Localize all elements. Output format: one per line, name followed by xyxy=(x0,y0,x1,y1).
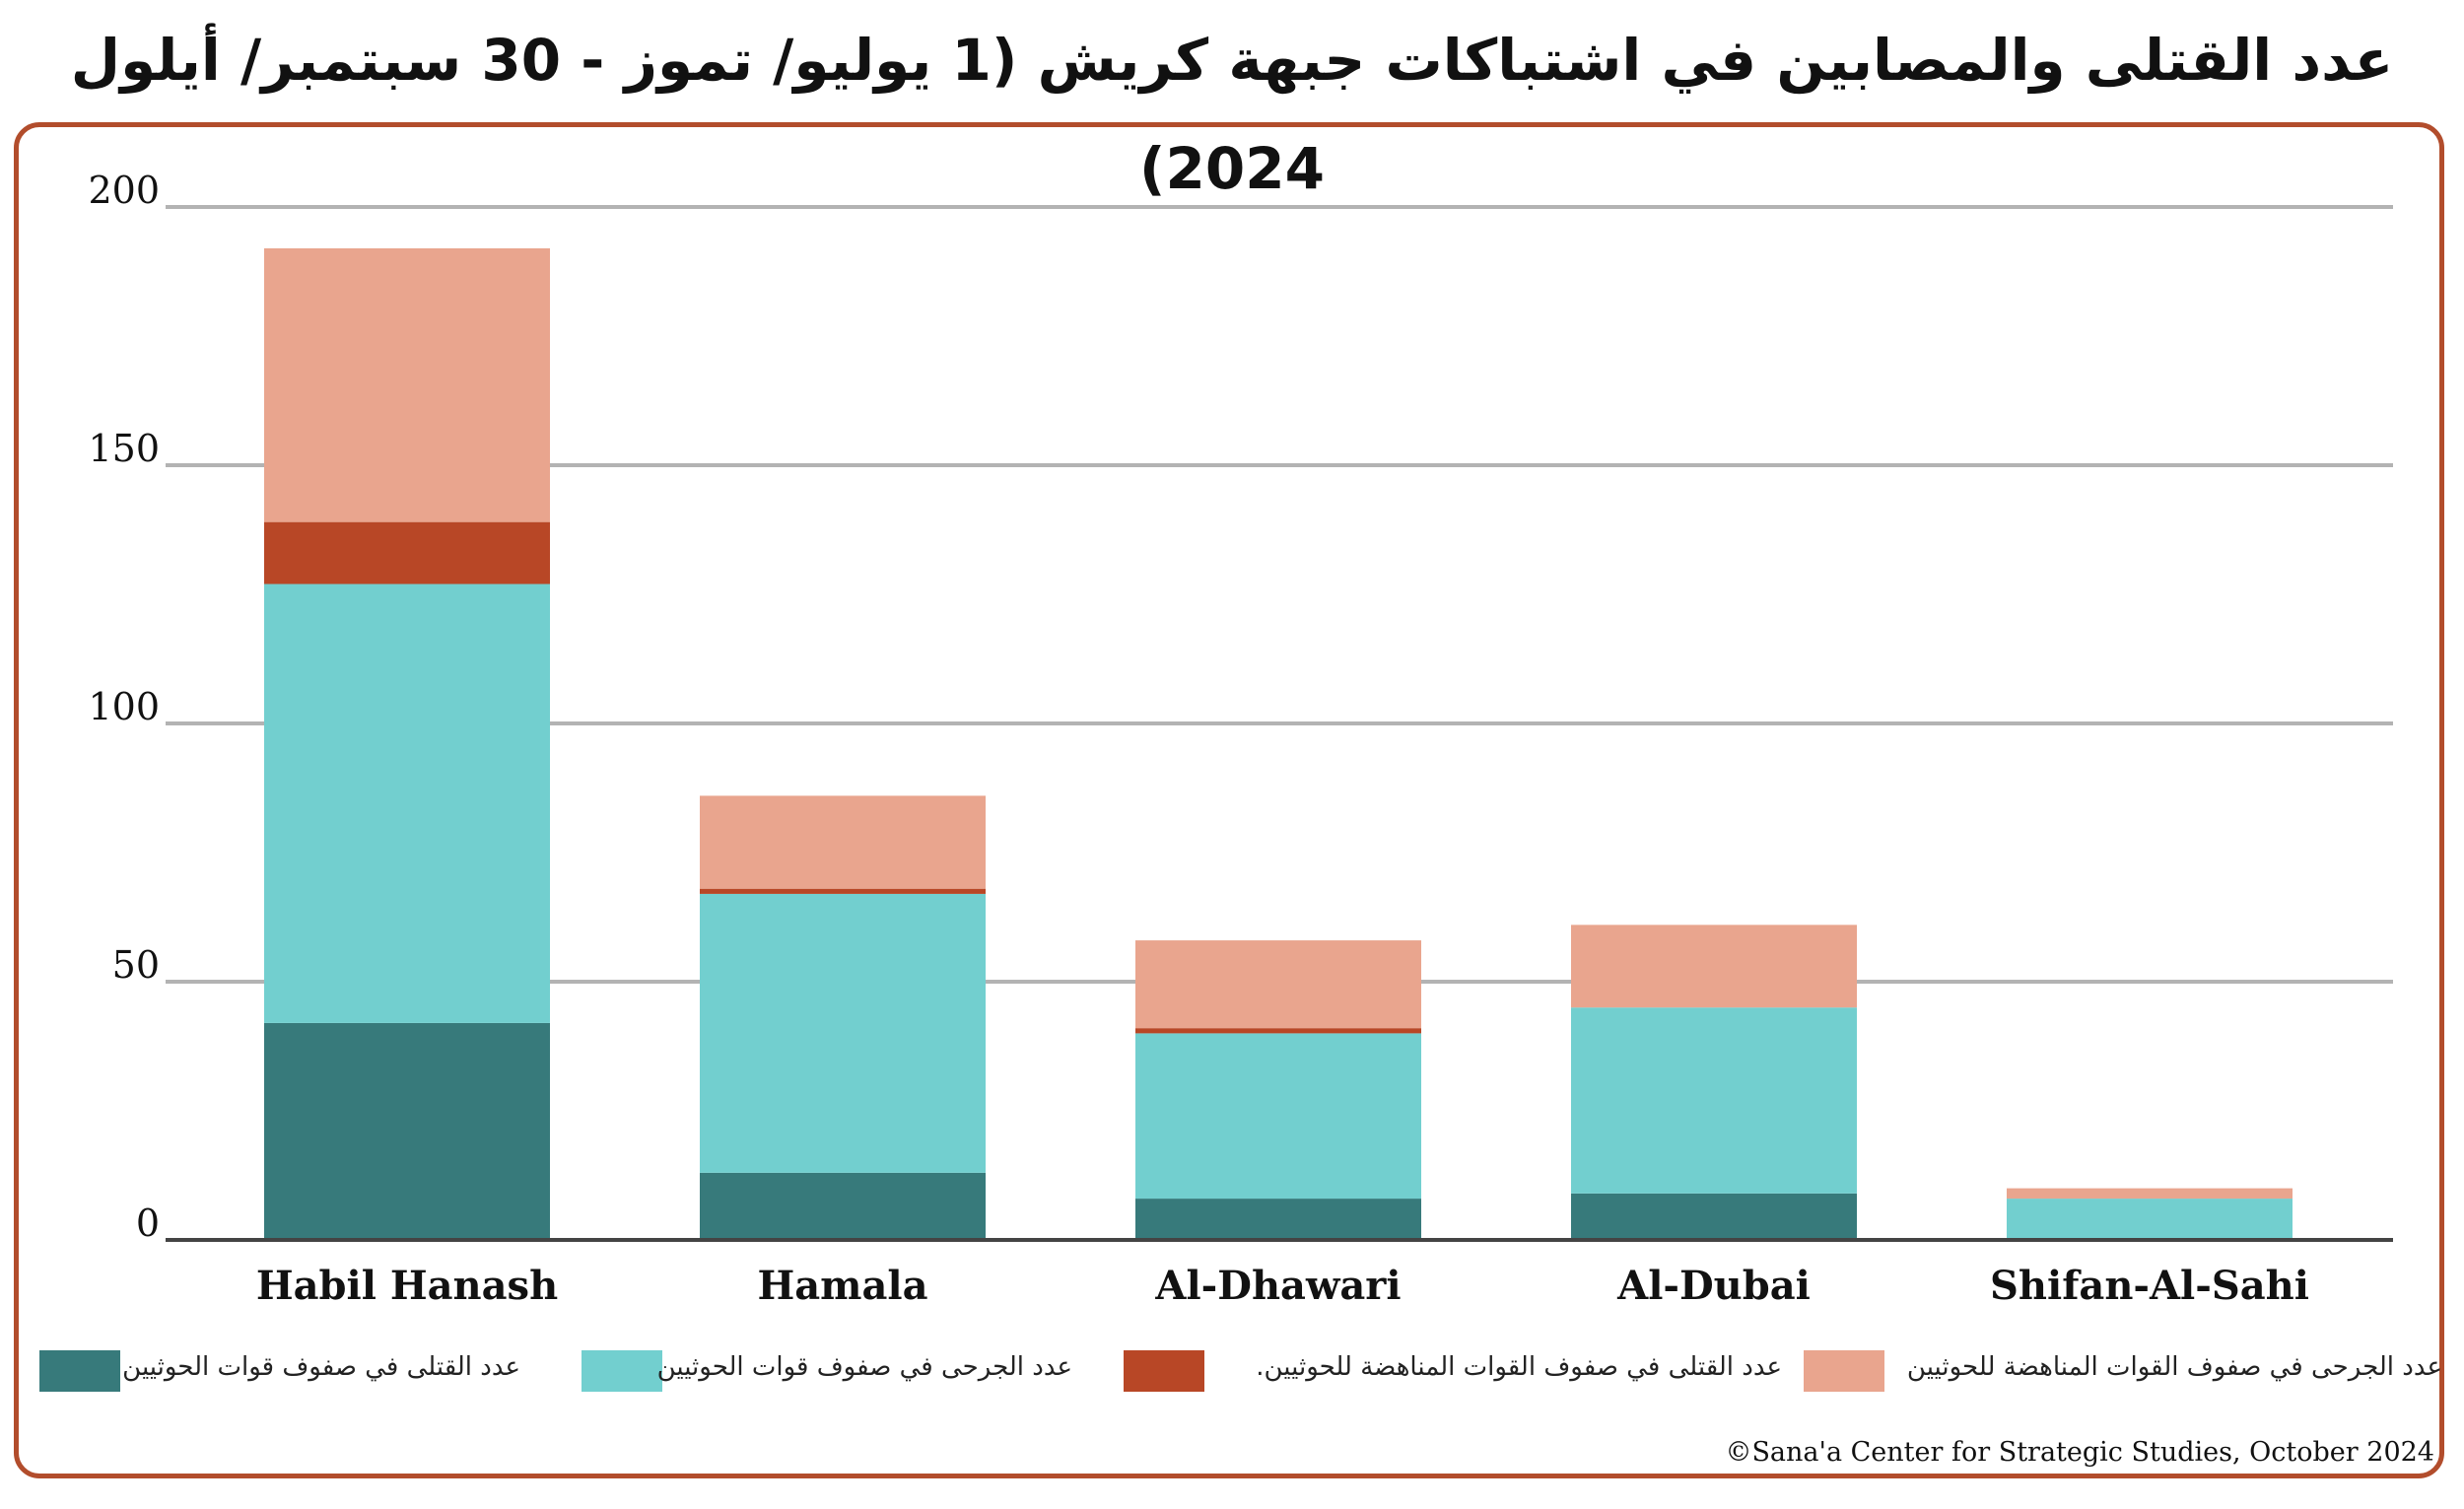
x-tick-label: Shifan-Al-Sahi xyxy=(1990,1263,2309,1309)
x-tick-label: Al-Dubai xyxy=(1616,1263,1811,1309)
x-tick-label: Habil Hanash xyxy=(256,1263,558,1309)
source-credit: ©Sana'a Center for Strategic Studies, Oc… xyxy=(1725,1437,2434,1468)
bar-segment xyxy=(264,247,550,522)
chart-title: عدد القتلى والمصابين في اشتباكات جبهة كر… xyxy=(70,27,2394,202)
bars xyxy=(264,247,2293,1240)
bar-segment xyxy=(700,888,986,894)
bar-segment xyxy=(264,583,550,1023)
legend-swatch xyxy=(1124,1350,1204,1392)
bar-segment xyxy=(1571,1007,1857,1194)
y-tick-label: 100 xyxy=(88,685,160,728)
legend-label: عدد الجرحى في صفوف قوات الحوثيين xyxy=(656,1352,1072,1382)
bar-segment xyxy=(1571,1193,1857,1240)
bar-segment xyxy=(1135,1199,1421,1240)
bar-segment xyxy=(2007,1199,2293,1240)
x-tick-label: Hamala xyxy=(757,1263,927,1309)
bar-segment xyxy=(1571,925,1857,1008)
y-tick-label: 150 xyxy=(88,427,160,470)
x-tick-label: Al-Dhawari xyxy=(1154,1263,1401,1309)
legend-label: عدد الجرحى في صفوف القوات المناهضة للحوث… xyxy=(1906,1352,2442,1382)
x-axis-ticks: Habil Hanash Hamala Al-Dhawari Al-Dubai Shif… xyxy=(256,1263,2309,1309)
bar-segment xyxy=(700,795,986,889)
bar-segment xyxy=(1135,940,1421,1029)
y-tick-label: 50 xyxy=(112,943,160,987)
bar-segment xyxy=(264,1022,550,1240)
bar-segment xyxy=(700,1172,986,1240)
bar-segment xyxy=(700,893,986,1173)
bar-segment xyxy=(264,521,550,584)
y-tick-label: 0 xyxy=(136,1201,160,1245)
bar-segment xyxy=(1135,1028,1421,1034)
bar-segment xyxy=(2007,1188,2293,1200)
legend-swatch xyxy=(582,1350,662,1392)
legend-swatch xyxy=(1804,1350,1884,1392)
y-axis-ticks: 0 50 100 150 200 xyxy=(88,169,160,1245)
chart-frame xyxy=(14,122,2444,1478)
legend: عدد القتلى في صفوف قوات الحوثيين عدد الج… xyxy=(39,1350,2444,1419)
y-tick-label: 200 xyxy=(88,169,160,212)
legend-swatch xyxy=(39,1350,120,1392)
legend-label: عدد القتلى في صفوف قوات الحوثيين xyxy=(122,1352,520,1382)
bar-segment xyxy=(1135,1033,1421,1200)
legend-label: عدد القتلى في صفوف القوات المناهضة للحوث… xyxy=(1256,1352,1782,1382)
